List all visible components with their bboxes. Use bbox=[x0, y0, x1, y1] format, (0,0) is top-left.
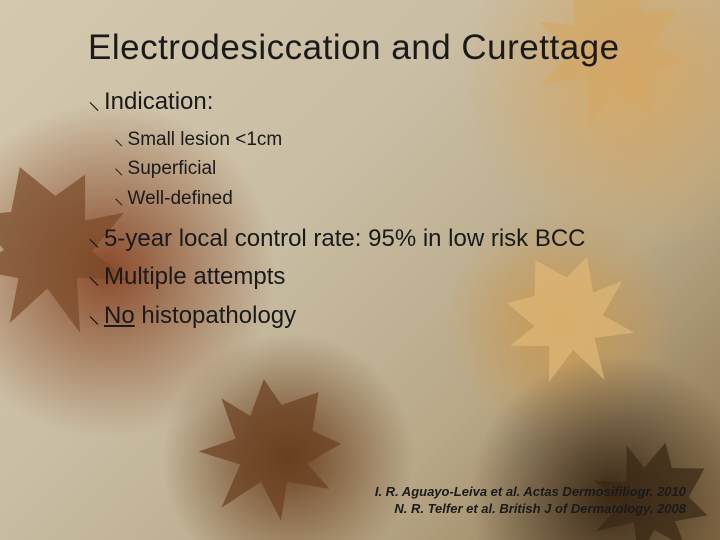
citation-block: I. R. Aguayo-Leiva et al. Actas Dermosif… bbox=[375, 483, 686, 518]
bullet-text: Indication: bbox=[104, 86, 213, 118]
bullet-text: Superficial bbox=[128, 154, 217, 183]
bullet-icon: ⸜ bbox=[88, 223, 100, 255]
bullet-text: Well-defined bbox=[128, 184, 233, 213]
bullet-multiple-attempts: ⸜ Multiple attempts bbox=[88, 261, 660, 293]
bullet-icon: ⸜ bbox=[114, 125, 124, 154]
slide-title: Electrodesiccation and Curettage bbox=[88, 28, 660, 68]
bullet-text: No histopathology bbox=[104, 300, 296, 332]
citation-line: I. R. Aguayo-Leiva et al. Actas Dermosif… bbox=[375, 483, 686, 501]
sub-bullet: ⸜ Small lesion <1cm bbox=[114, 125, 660, 154]
bullet-text: 5-year local control rate: 95% in low ri… bbox=[104, 223, 586, 255]
citation-line: N. R. Telfer et al. British J of Dermato… bbox=[375, 500, 686, 518]
bullet-text: Small lesion <1cm bbox=[128, 125, 283, 154]
bullet-text: Multiple attempts bbox=[104, 261, 285, 293]
bullet-control-rate: ⸜ 5-year local control rate: 95% in low … bbox=[88, 223, 660, 255]
bullet-icon: ⸜ bbox=[88, 86, 100, 118]
bullet-icon: ⸜ bbox=[88, 300, 100, 332]
bullet-icon: ⸜ bbox=[88, 261, 100, 293]
bullet-indication: ⸜ Indication: bbox=[88, 86, 660, 118]
sub-bullet: ⸜ Well-defined bbox=[114, 184, 660, 213]
bullet-icon: ⸜ bbox=[114, 154, 124, 183]
slide-content: Electrodesiccation and Curettage ⸜ Indic… bbox=[0, 0, 720, 540]
bullet-icon: ⸜ bbox=[114, 184, 124, 213]
sub-bullet: ⸜ Superficial bbox=[114, 154, 660, 183]
bullet-no-histopathology: ⸜ No histopathology bbox=[88, 300, 660, 332]
